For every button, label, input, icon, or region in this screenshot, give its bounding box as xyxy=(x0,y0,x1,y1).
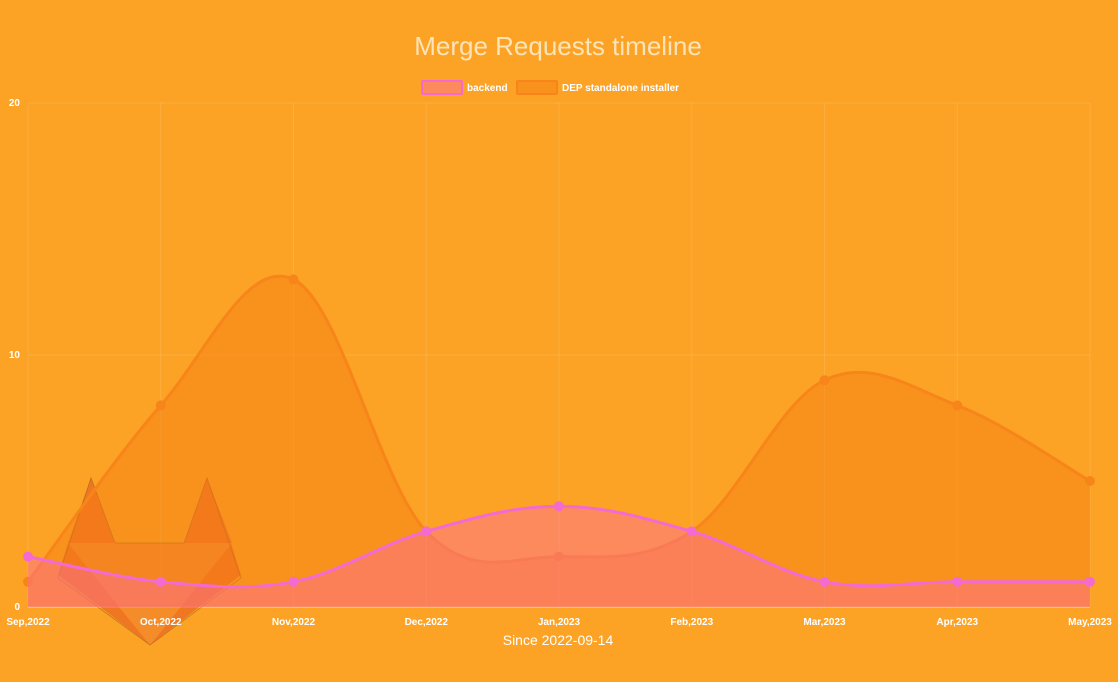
series-line-dep-standalone-installer xyxy=(26,274,1091,583)
grid xyxy=(27,102,1091,608)
legend-item-dep-standalone-installer[interactable]: DEP standalone installer xyxy=(516,80,679,95)
legend-label-backend: backend xyxy=(467,83,508,94)
x-tick-label: Nov,2022 xyxy=(272,617,316,628)
chart-title: Merge Requests timeline xyxy=(414,31,702,61)
y-axis: 0 10 20 xyxy=(9,98,21,613)
data-point-backend[interactable] xyxy=(1085,576,1095,587)
data-point-dep-standalone-installer[interactable] xyxy=(554,551,564,562)
data-point-backend[interactable] xyxy=(819,576,830,587)
x-tick-label: Sep,2022 xyxy=(6,617,50,628)
data-point-backend[interactable] xyxy=(952,576,963,587)
legend-swatch-backend xyxy=(421,80,463,95)
y-tick-label: 0 xyxy=(14,602,20,613)
data-point-dep-standalone-installer[interactable] xyxy=(23,576,33,587)
data-point-dep-standalone-installer[interactable] xyxy=(952,400,963,411)
x-tick-label: Dec,2022 xyxy=(405,617,449,628)
x-tick-label: Jan,2023 xyxy=(538,617,581,628)
data-point-dep-standalone-installer[interactable] xyxy=(1085,476,1095,486)
data-point-backend[interactable] xyxy=(421,526,432,537)
x-tick-label: May,2023 xyxy=(1068,617,1112,628)
legend: backend DEP standalone installer xyxy=(421,80,679,95)
y-tick-label: 20 xyxy=(9,98,21,109)
series-area-dep-standalone-installer xyxy=(28,276,1090,607)
x-tick-label: Feb,2023 xyxy=(670,617,713,628)
data-point-backend[interactable] xyxy=(155,576,166,587)
legend-label-dep-standalone-installer: DEP standalone installer xyxy=(562,83,679,94)
data-point-backend[interactable] xyxy=(288,576,299,587)
x-tick-label: Oct,2022 xyxy=(140,617,182,628)
x-axis: Sep,2022 Oct,2022 Nov,2022 Dec,2022 Jan,2023… xyxy=(6,617,1112,628)
data-point-backend[interactable] xyxy=(23,551,33,562)
legend-item-backend[interactable]: backend xyxy=(421,80,508,95)
series-layer xyxy=(23,274,1095,607)
x-tick-label: Apr,2023 xyxy=(936,617,978,628)
data-point-backend[interactable] xyxy=(554,501,564,512)
data-point-dep-standalone-installer[interactable] xyxy=(155,400,166,411)
data-point-dep-standalone-installer[interactable] xyxy=(288,274,299,285)
x-axis-title: Since 2022-09-14 xyxy=(503,632,614,648)
data-point-backend[interactable] xyxy=(686,526,697,537)
y-tick-label: 10 xyxy=(9,350,21,361)
data-point-dep-standalone-installer[interactable] xyxy=(819,375,830,386)
x-tick-label: Mar,2023 xyxy=(803,617,846,628)
legend-swatch-dep-standalone-installer xyxy=(516,80,558,95)
